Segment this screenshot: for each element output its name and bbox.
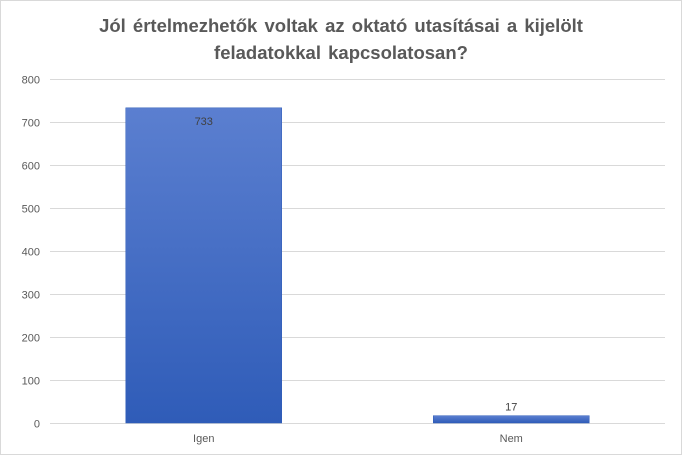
y-tick-label: 100 bbox=[22, 376, 40, 388]
bars bbox=[125, 107, 590, 424]
y-axis-ticks: 0 100 200 300 400 500 600 700 800 bbox=[22, 75, 40, 431]
x-category-label: Igen bbox=[193, 433, 214, 445]
data-labels: 733 17 bbox=[195, 116, 518, 414]
chart-title-line-2: feladatokkal kapcsolatosan? bbox=[214, 42, 468, 63]
y-tick-label: 200 bbox=[22, 333, 40, 345]
chart-title: Jól értelmezhetők voltak az oktató utasí… bbox=[0, 12, 682, 66]
bar-nem bbox=[433, 415, 590, 424]
y-tick-label: 600 bbox=[22, 161, 40, 173]
y-tick-label: 400 bbox=[22, 247, 40, 259]
bar-igen bbox=[125, 107, 282, 424]
x-category-label: Nem bbox=[500, 433, 523, 445]
chart-title-line-1: Jól értelmezhetők voltak az oktató utasí… bbox=[99, 15, 583, 36]
x-axis-categories: Igen Nem bbox=[193, 433, 523, 445]
y-tick-label: 300 bbox=[22, 290, 40, 302]
y-tick-label: 500 bbox=[22, 204, 40, 216]
data-label-nem: 17 bbox=[505, 402, 517, 414]
y-tick-label: 700 bbox=[22, 118, 40, 130]
y-tick-label: 0 bbox=[34, 419, 40, 431]
data-label-igen: 733 bbox=[195, 116, 213, 128]
y-tick-label: 800 bbox=[22, 75, 40, 87]
